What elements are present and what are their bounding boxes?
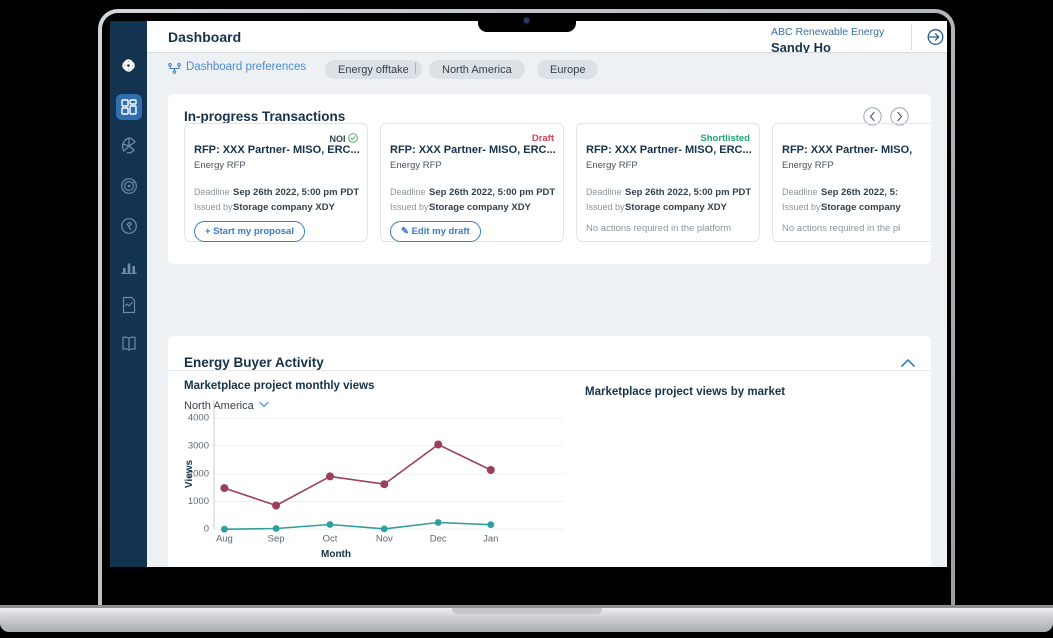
svg-text:3000: 3000 (188, 440, 209, 451)
svg-text:Dec: Dec (430, 534, 447, 545)
svg-text:Jan: Jan (483, 534, 498, 545)
svg-text:Aug: Aug (216, 534, 233, 545)
svg-text:Views: Views (184, 459, 195, 488)
svg-text:4000: 4000 (188, 413, 209, 424)
svg-text:Nov: Nov (376, 534, 393, 545)
svg-text:Sep: Sep (268, 534, 285, 545)
svg-text:1000: 1000 (188, 496, 209, 507)
svg-text:Month: Month (321, 549, 351, 560)
svg-text:0: 0 (204, 524, 209, 535)
svg-text:Oct: Oct (323, 534, 338, 545)
